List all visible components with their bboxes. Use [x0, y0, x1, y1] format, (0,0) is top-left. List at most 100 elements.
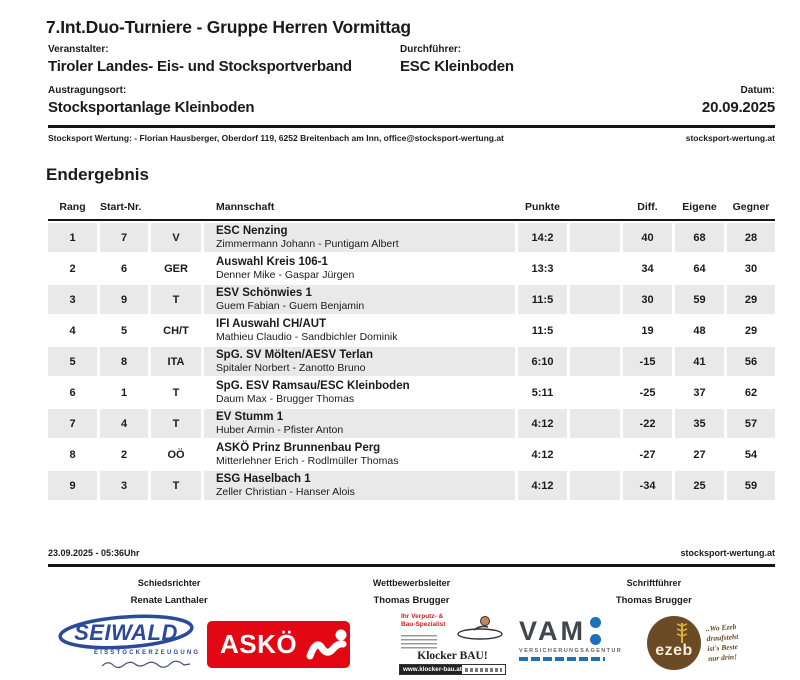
cell-blank — [570, 471, 620, 500]
cell-diff: 19 — [641, 324, 654, 337]
cell-gegner: 28 — [727, 223, 775, 252]
cell-diff: 40 — [623, 223, 672, 252]
table-row: 8 2 OÖ ASKÖ Prinz Brunnenbau Perg Mitter… — [48, 440, 775, 469]
team-players: Zeller Christian - Hanser Alois — [216, 486, 355, 499]
cell-mannschaft: ESG Haselbach 1 Zeller Christian - Hanse… — [204, 471, 515, 500]
team-players: Mathieu Claudio - Sandbichler Dominik — [216, 331, 398, 344]
table-row: 7 4 T EV Stumm 1 Huber Armin - Pfister A… — [48, 409, 775, 438]
cell-region-code: V — [151, 223, 201, 252]
official: Schiedsrichter Renate Lanthaler — [48, 578, 290, 606]
cell-punkte: 14:2 — [518, 223, 567, 252]
cell-eigene: 64 — [693, 262, 706, 275]
cell-punkte: 11:5 — [531, 324, 554, 337]
cell-eigene: 27 — [693, 448, 706, 461]
table-row: 9 3 T ESG Haselbach 1 Zeller Christian -… — [48, 471, 775, 500]
table-row: 1 7 V ESC Nenzing Zimmermann Johann - Pu… — [48, 223, 775, 252]
officials-row: Schiedsrichter Renate Lanthaler Wettbewe… — [48, 578, 775, 606]
cell-eigene: 37 — [693, 386, 706, 399]
ezeb-logo: ezeb ..Wo Ezeb draufsteht ist's Beste nu… — [647, 611, 767, 675]
cell-blank — [570, 316, 620, 345]
official: Schriftführer Thomas Brugger — [533, 578, 775, 606]
cell-punkte: 5:11 — [531, 386, 554, 399]
ezeb-wheat-icon — [676, 623, 688, 643]
cell-rang: 8 — [69, 448, 76, 461]
datum-label: Datum: — [740, 85, 775, 96]
datum-value: 20.09.2025 — [701, 99, 775, 116]
result-table: Rang Start-Nr. Mannschaft Punkte Diff. E… — [48, 201, 775, 500]
cell-rang: 1 — [48, 223, 97, 252]
durchfuehrer-value: ESC Kleinboden — [400, 58, 514, 75]
col-header-mannschaft: Mannschaft — [216, 201, 275, 213]
cell-mannschaft: ESC Nenzing Zimmermann Johann - Puntigam… — [204, 223, 515, 252]
cell-mannschaft: Auswahl Kreis 106-1 Denner Mike - Gaspar… — [204, 254, 515, 283]
cell-mannschaft: EV Stumm 1 Huber Armin - Pfister Anton — [204, 409, 515, 438]
cell-gegner: 62 — [744, 386, 758, 399]
ezeb-slogan: ..Wo Ezeb draufsteht ist's Beste nur dri… — [705, 621, 739, 664]
team-players: Guem Fabian - Guem Benjamin — [216, 300, 365, 313]
team-name: IFI Auswahl CH/AUT — [216, 317, 327, 330]
cell-mannschaft: ASKÖ Prinz Brunnenbau Perg Mitterlehner … — [204, 440, 515, 469]
cell-mannschaft: ESV Schönwies 1 Guem Fabian - Guem Benja… — [204, 285, 515, 314]
vam-wordmark: VAM — [519, 615, 586, 646]
cell-mannschaft: IFI Auswahl CH/AUT Mathieu Claudio - San… — [204, 316, 515, 345]
vam-logo: VAM VERSICHERUNGSAGENTUR — [519, 617, 627, 671]
seiwald-swoosh-icon — [58, 614, 194, 650]
vam-colon-icon — [590, 617, 601, 645]
col-header-gegner: Gegner — [732, 201, 770, 213]
cell-blank — [570, 223, 620, 252]
page-title: 7.Int.Duo-Turniere - Gruppe Herren Vormi… — [46, 17, 411, 37]
cell-region-code: OÖ — [167, 448, 185, 461]
cell-diff: 30 — [623, 285, 672, 314]
team-name: SpG. ESV Ramsau/ESC Kleinboden — [216, 379, 410, 392]
klocker-website: www.klocker-bau.at — [400, 665, 462, 674]
cell-punkte: 4:12 — [518, 409, 567, 438]
provider-line: Stocksport Wertung: - Florian Hausberger… — [48, 133, 504, 143]
klocker-mason-icon — [457, 616, 503, 640]
official: Wettbewerbsleiter Thomas Brugger — [290, 578, 532, 606]
cell-diff: -22 — [623, 409, 672, 438]
seiwald-signature-icon — [101, 660, 191, 669]
cell-region-code: T — [151, 409, 201, 438]
col-header-diff: Diff. — [637, 201, 658, 213]
table-header-row: Rang Start-Nr. Mannschaft Punkte Diff. E… — [48, 201, 775, 221]
cell-punkte: 4:12 — [531, 448, 554, 461]
team-name: ESC Nenzing — [216, 224, 288, 237]
official-role: Schriftführer — [626, 578, 682, 588]
cell-startnr: 6 — [120, 262, 128, 275]
seiwald-logo: SEIWALD EISSTOCKERZEUGUNG — [56, 612, 201, 670]
team-players: Spitaler Norbert - Zanotto Bruno — [216, 362, 366, 375]
cell-blank — [570, 378, 620, 407]
cell-region-code: T — [151, 471, 201, 500]
team-name: Auswahl Kreis 106-1 — [216, 255, 328, 268]
cell-region-code: CH/T — [163, 324, 189, 337]
cell-diff: -34 — [623, 471, 672, 500]
official-role: Schiedsrichter — [137, 578, 201, 588]
klocker-smalltext-lines — [401, 635, 437, 650]
cell-rang: 9 — [48, 471, 97, 500]
cell-punkte: 4:12 — [518, 471, 567, 500]
team-players: Zimmermann Johann - Puntigam Albert — [216, 238, 399, 251]
cell-startnr: 8 — [100, 347, 148, 376]
ezeb-wordmark: ezeb — [655, 642, 693, 659]
cell-diff: -27 — [639, 448, 656, 461]
official-role: Wettbewerbsleiter — [372, 578, 451, 588]
section-title: Endergebnis — [46, 165, 149, 184]
cell-rang: 6 — [69, 386, 76, 399]
vam-contact-strip — [519, 657, 605, 661]
footer-website: stocksport-wertung.at — [680, 548, 775, 558]
cell-mannschaft: SpG. SV Mölten/AESV Terlan Spitaler Norb… — [204, 347, 515, 376]
askoe-logo: ASKÖ — [207, 621, 350, 668]
seiwald-subtext: EISSTOCKERZEUGUNG — [94, 650, 201, 656]
durchfuehrer-label: Durchführer: — [400, 44, 462, 55]
cell-eigene: 68 — [675, 223, 724, 252]
cell-blank — [570, 254, 620, 283]
cell-mannschaft: SpG. ESV Ramsau/ESC Kleinboden Daum Max … — [204, 378, 515, 407]
cell-rang: 7 — [48, 409, 97, 438]
team-name: ESG Haselbach 1 — [216, 472, 311, 485]
table-row: 4 5 CH/T IFI Auswahl CH/AUT Mathieu Clau… — [48, 316, 775, 345]
col-header-eigene: Eigene — [682, 201, 717, 213]
team-players: Huber Armin - Pfister Anton — [216, 424, 344, 437]
cell-rang: 5 — [48, 347, 97, 376]
team-name: EV Stumm 1 — [216, 410, 284, 423]
team-name: ESV Schönwies 1 — [216, 286, 312, 299]
